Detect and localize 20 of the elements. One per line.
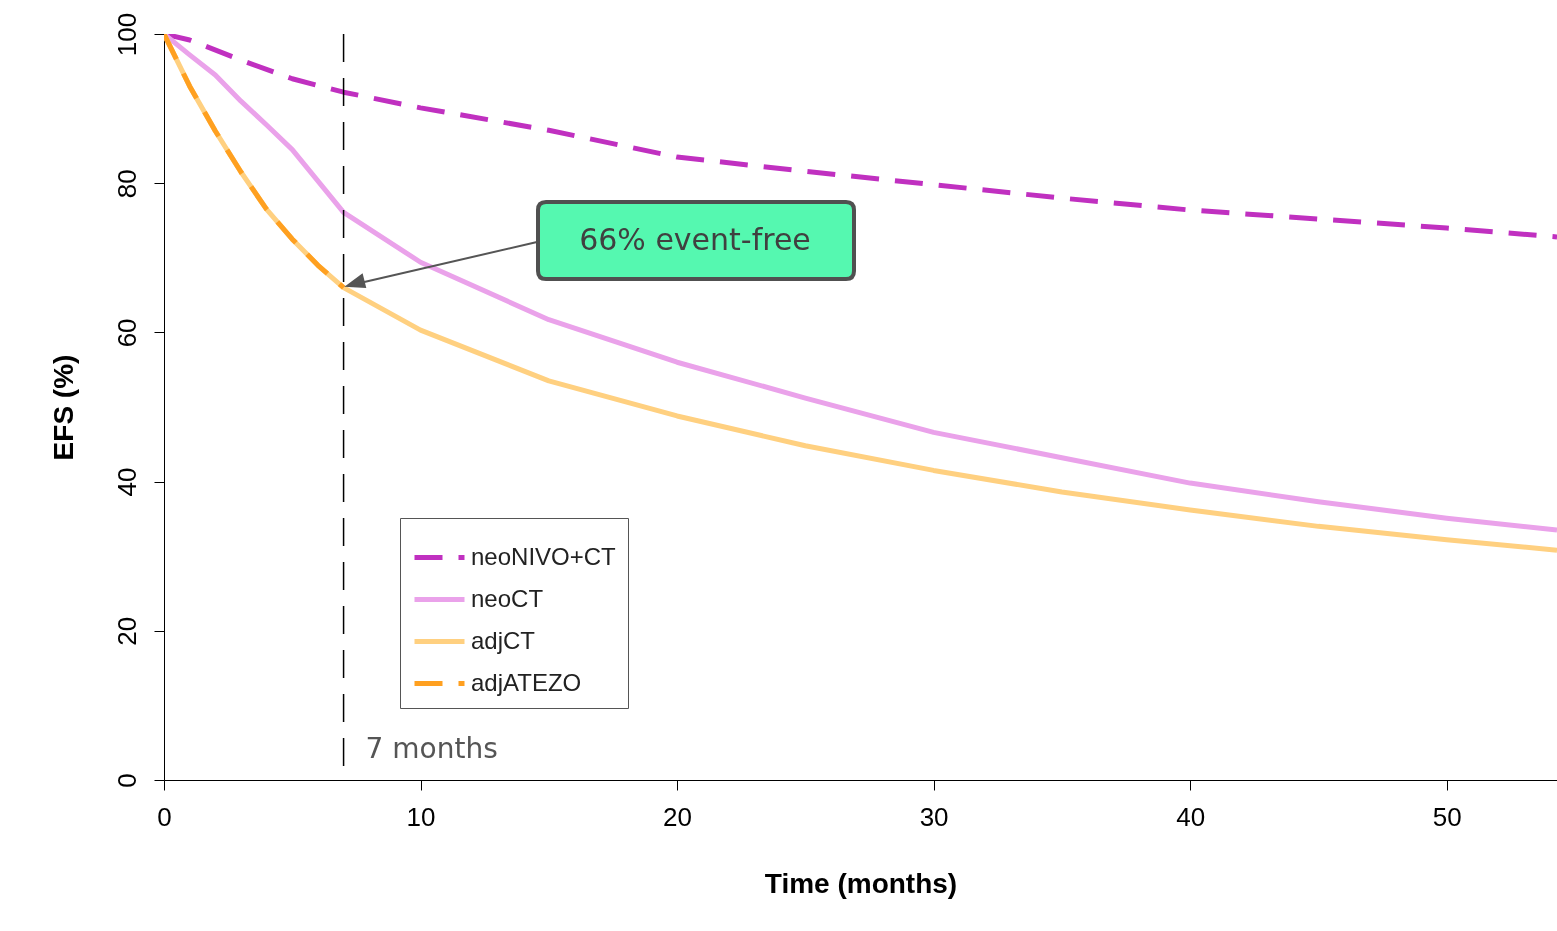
- y-tick-label: 80: [111, 169, 142, 199]
- y-tick-label: 0: [111, 773, 142, 788]
- legend-label: adjATEZO: [471, 668, 582, 696]
- x-tick-label: 50: [1432, 801, 1462, 832]
- legend-label: neoCT: [471, 584, 544, 612]
- x-tick-label: 20: [663, 801, 693, 832]
- x-tick-label: 30: [919, 801, 949, 832]
- x-axis-title: Time (months): [764, 867, 958, 899]
- legend-label: neoNIVO+CT: [471, 542, 617, 570]
- legend-label: adjCT: [471, 626, 536, 654]
- ref-line-label: 7 months: [365, 732, 498, 765]
- x-tick-label: 0: [157, 801, 172, 832]
- y-axis-title: EFS (%): [47, 354, 79, 461]
- y-tick-label: 40: [111, 467, 142, 497]
- x-tick-label: 40: [1176, 801, 1206, 832]
- annotation: 66% event-free: [579, 222, 811, 257]
- y-tick-label: 20: [111, 616, 142, 646]
- y-tick-label: 100: [111, 12, 142, 57]
- x-tick-label: 10: [406, 801, 436, 832]
- y-tick-label: 60: [111, 318, 142, 348]
